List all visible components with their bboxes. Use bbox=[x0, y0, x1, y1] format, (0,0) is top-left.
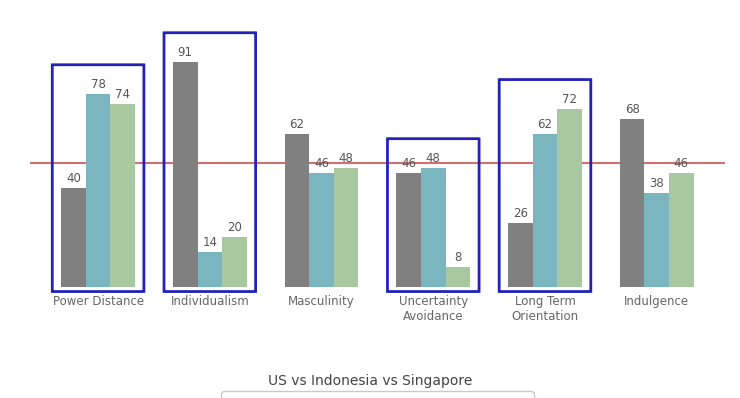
Bar bbox=[86, 94, 110, 287]
Text: 62: 62 bbox=[289, 118, 304, 131]
Bar bbox=[61, 188, 86, 287]
Bar bbox=[285, 134, 309, 287]
Text: 91: 91 bbox=[178, 47, 192, 59]
Text: 74: 74 bbox=[115, 88, 130, 101]
Bar bbox=[421, 168, 445, 287]
Text: 46: 46 bbox=[314, 157, 329, 170]
Text: 40: 40 bbox=[66, 172, 81, 185]
Bar bbox=[222, 237, 246, 287]
Bar bbox=[445, 267, 470, 287]
Bar bbox=[557, 109, 582, 287]
Bar bbox=[309, 173, 334, 287]
Bar bbox=[533, 134, 557, 287]
Bar bbox=[334, 168, 358, 287]
Bar bbox=[669, 173, 693, 287]
Text: 26: 26 bbox=[513, 207, 528, 220]
Bar bbox=[110, 104, 135, 287]
Text: 62: 62 bbox=[537, 118, 553, 131]
Bar bbox=[620, 119, 645, 287]
Text: 38: 38 bbox=[649, 177, 664, 190]
Text: 78: 78 bbox=[90, 78, 106, 92]
Text: 48: 48 bbox=[339, 152, 354, 165]
Text: 46: 46 bbox=[401, 157, 416, 170]
Bar bbox=[508, 222, 533, 287]
Bar bbox=[173, 62, 198, 287]
Text: 14: 14 bbox=[202, 236, 218, 249]
Bar bbox=[397, 173, 421, 287]
Text: 72: 72 bbox=[562, 93, 577, 106]
Bar bbox=[645, 193, 669, 287]
Text: 8: 8 bbox=[454, 251, 462, 264]
Text: 68: 68 bbox=[625, 103, 639, 116]
Text: US vs Indonesia vs Singapore: US vs Indonesia vs Singapore bbox=[268, 374, 472, 388]
Text: 48: 48 bbox=[425, 152, 441, 165]
Text: 46: 46 bbox=[674, 157, 689, 170]
Legend: United States, Indonesia, Singapore: United States, Indonesia, Singapore bbox=[221, 391, 534, 398]
Bar bbox=[198, 252, 222, 287]
Text: 20: 20 bbox=[227, 221, 242, 234]
